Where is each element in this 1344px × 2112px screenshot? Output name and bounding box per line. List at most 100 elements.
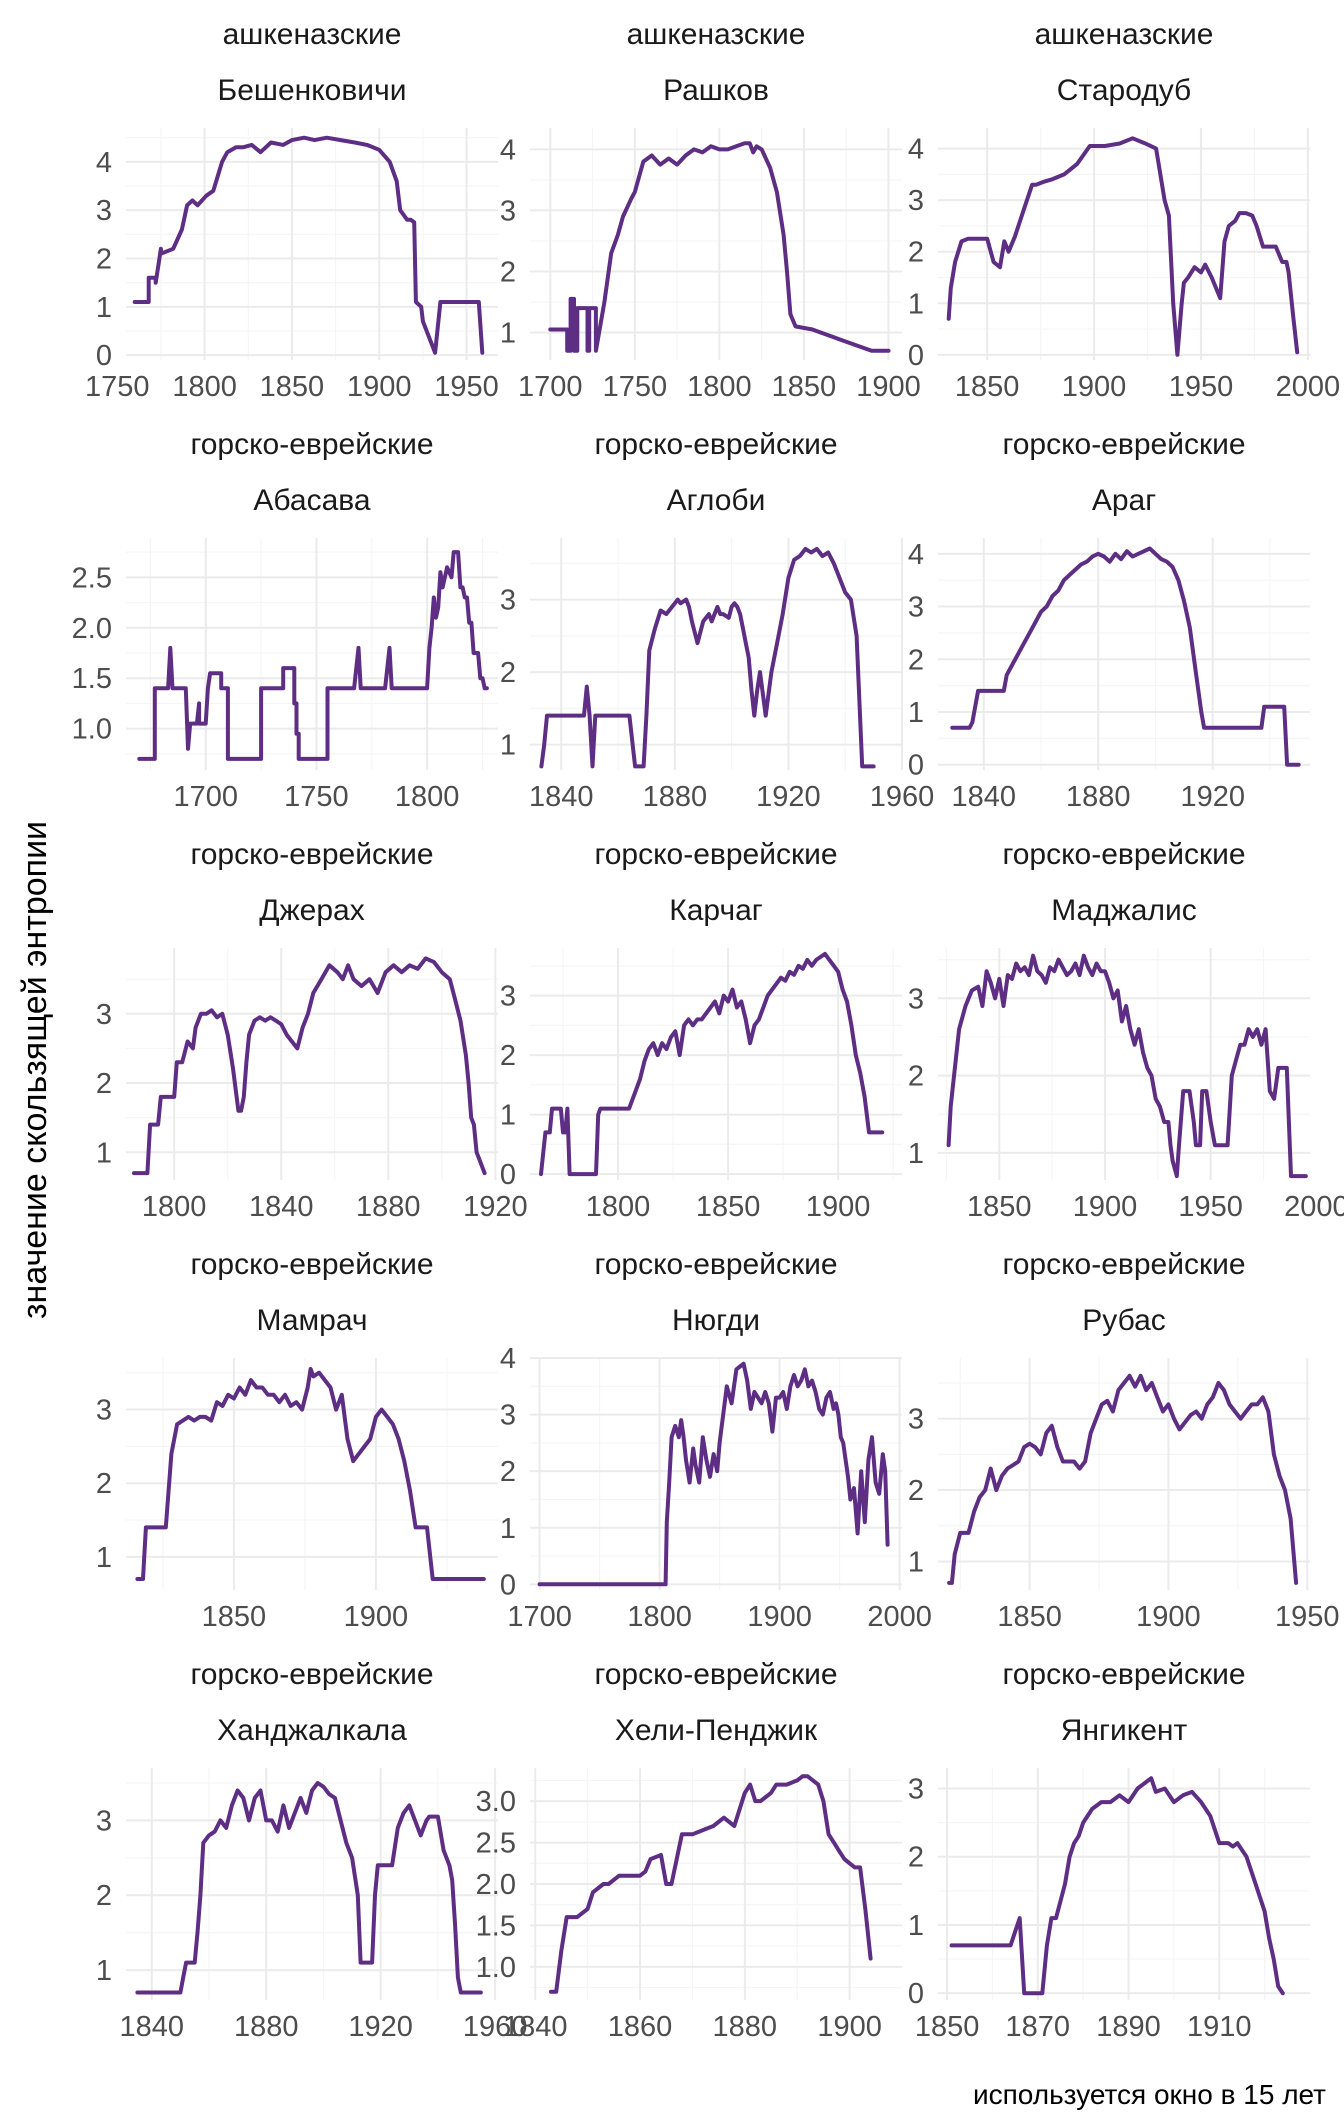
strip-title-label: Ханджалкала bbox=[217, 1714, 407, 1747]
y-tick-label: 2 bbox=[908, 237, 924, 269]
x-tick-label: 1880 bbox=[713, 2011, 778, 2043]
x-tick-label: 1960 bbox=[870, 781, 935, 813]
strip-group-label: горско-еврейские bbox=[594, 1658, 837, 1691]
y-tick-label: 2.0 bbox=[476, 1869, 516, 1901]
strip-title-label: Карчаг bbox=[669, 894, 763, 927]
strip-group-label: горско-еврейские bbox=[594, 838, 837, 871]
x-tick-label: 1880 bbox=[356, 1191, 421, 1223]
series-line bbox=[950, 546, 1301, 767]
strip-group-label: горско-еврейские bbox=[594, 1248, 837, 1281]
x-tick-label: 1850 bbox=[696, 1191, 761, 1223]
x-tick-label: 1870 bbox=[1006, 2011, 1071, 2043]
y-tick-label: 0 bbox=[908, 340, 924, 372]
strip-group-label: горско-еврейские bbox=[1002, 838, 1245, 871]
x-tick-label: 1800 bbox=[395, 781, 460, 813]
y-tick-label: 2 bbox=[908, 1475, 924, 1507]
panel-12: 1850 1900 1950 1 2 3 горско-еврейские Рубас bbox=[908, 1248, 1340, 1633]
strip-group-label: ашкеназские bbox=[627, 18, 806, 51]
series-line bbox=[132, 956, 487, 1176]
y-tick-label: 2.5 bbox=[72, 562, 112, 594]
x-tick-label: 1900 bbox=[1136, 1601, 1201, 1633]
x-tick-label: 1800 bbox=[687, 371, 752, 403]
x-tick-label: 1850 bbox=[967, 1191, 1032, 1223]
x-tick-label: 1700 bbox=[507, 1601, 572, 1633]
strip-title-label: Абасава bbox=[253, 484, 370, 517]
y-tick-label: 1 bbox=[500, 1100, 516, 1132]
y-tick-label: 1.0 bbox=[72, 714, 112, 746]
series-line bbox=[135, 1781, 483, 1995]
y-tick-label: 1 bbox=[500, 1513, 516, 1545]
x-tick-label: 1800 bbox=[627, 1601, 692, 1633]
x-tick-label: 1950 bbox=[1178, 1191, 1243, 1223]
x-tick-label: 1880 bbox=[1066, 781, 1131, 813]
strip-title-label: Хели-Пенджик bbox=[615, 1714, 818, 1747]
y-tick-label: 1 bbox=[908, 1138, 924, 1170]
x-tick-label: 1880 bbox=[234, 2011, 299, 2043]
panel-3: 1850 1900 1950 2000 0 1 2 3 4 ашкеназские Стародуб bbox=[908, 18, 1340, 403]
y-tick-label: 1.0 bbox=[476, 1952, 516, 1984]
x-tick-label: 1850 bbox=[202, 1601, 267, 1633]
series-line bbox=[949, 1776, 1285, 1996]
series-line bbox=[135, 1367, 486, 1581]
y-tick-label: 1 bbox=[96, 1955, 112, 1987]
y-tick-label: 2.5 bbox=[476, 1828, 516, 1860]
y-tick-label: 4 bbox=[908, 539, 924, 571]
y-tick-label: 2 bbox=[500, 657, 516, 689]
series-line bbox=[946, 136, 1300, 357]
y-tick-label: 4 bbox=[500, 134, 516, 166]
series-line bbox=[539, 546, 876, 769]
panel-8: 1800 1850 1900 0 1 2 3 горско-еврейские Карчаг bbox=[500, 838, 902, 1223]
y-tick-label: 4 bbox=[500, 1343, 516, 1375]
panel-4: 1700 1750 1800 1.0 1.5 2.0 2.5 горско-еврейские… bbox=[72, 428, 498, 813]
y-tick-label: 2 bbox=[908, 1842, 924, 1874]
x-tick-label: 1900 bbox=[1062, 371, 1127, 403]
series-line bbox=[946, 953, 1308, 1179]
y-tick-label: 3 bbox=[500, 1400, 516, 1432]
x-tick-label: 1800 bbox=[172, 371, 237, 403]
y-tick-label: 3 bbox=[96, 999, 112, 1031]
panel-14: 1840 1860 1880 1900 1.0 1.5 2.0 2.5 3.0 горско-ев… bbox=[476, 1658, 902, 2043]
panel-7: 1800 1840 1880 1920 1 2 3 горско-еврейские Джера… bbox=[96, 838, 528, 1223]
series-line bbox=[539, 951, 885, 1177]
strip-title-label: Рашков bbox=[663, 74, 769, 107]
y-tick-label: 0 bbox=[500, 1569, 516, 1601]
strip-group-label: горско-еврейские bbox=[1002, 428, 1245, 461]
y-tick-label: 3 bbox=[96, 195, 112, 227]
strip-title-label: Джерах bbox=[259, 894, 364, 927]
strip-title-label: Аглоби bbox=[667, 484, 766, 517]
x-tick-label: 1920 bbox=[348, 2011, 413, 2043]
strip-group-label: горско-еврейские bbox=[190, 428, 433, 461]
strip-group-label: горско-еврейские bbox=[190, 1658, 433, 1691]
x-tick-label: 1900 bbox=[747, 1601, 812, 1633]
x-tick-label: 1900 bbox=[817, 2011, 882, 2043]
y-tick-label: 3 bbox=[908, 983, 924, 1015]
y-tick-label: 2 bbox=[96, 1068, 112, 1100]
x-tick-label: 1840 bbox=[503, 2011, 568, 2043]
strip-group-label: горско-еврейские bbox=[1002, 1248, 1245, 1281]
strip-title-label: Рубас bbox=[1082, 1304, 1166, 1337]
y-tick-label: 2 bbox=[500, 1456, 516, 1488]
x-tick-label: 1910 bbox=[1187, 2011, 1252, 2043]
y-tick-label: 3 bbox=[500, 195, 516, 227]
y-tick-label: 1 bbox=[96, 1137, 112, 1169]
y-tick-label: 4 bbox=[908, 134, 924, 166]
y-tick-label: 2 bbox=[96, 244, 112, 276]
x-tick-label: 1840 bbox=[952, 781, 1017, 813]
x-tick-label: 1750 bbox=[284, 781, 349, 813]
x-tick-label: 2000 bbox=[867, 1601, 932, 1633]
x-tick-label: 1840 bbox=[529, 781, 594, 813]
strip-group-label: горско-еврейские bbox=[190, 838, 433, 871]
y-tick-label: 2 bbox=[96, 1880, 112, 1912]
x-tick-label: 1920 bbox=[756, 781, 821, 813]
y-tick-label: 3 bbox=[908, 185, 924, 217]
y-tick-label: 1.5 bbox=[476, 1910, 516, 1942]
strip-title-label: Араг bbox=[1092, 484, 1156, 517]
panel-2: 1700 1750 1800 1850 1900 1 2 3 4 ашкеназские Рашко… bbox=[500, 18, 921, 403]
y-tick-label: 3 bbox=[96, 1805, 112, 1837]
x-tick-label: 1900 bbox=[347, 371, 412, 403]
strip-group-label: ашкеназские bbox=[223, 18, 402, 51]
x-tick-label: 1900 bbox=[1073, 1191, 1138, 1223]
panel-1: 1750 1800 1850 1900 1950 0 1 2 3 4 ашкеназские Беше… bbox=[85, 18, 499, 403]
x-tick-label: 2000 bbox=[1276, 371, 1341, 403]
